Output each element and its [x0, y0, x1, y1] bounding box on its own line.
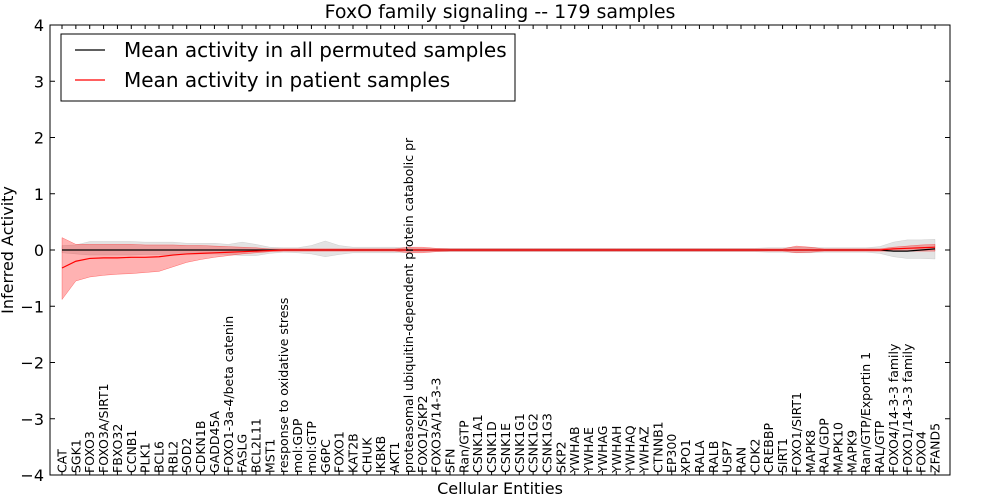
category-label: CAT	[55, 449, 70, 473]
category-label: CDK2	[747, 438, 762, 473]
category-label: response to oxidative stress	[276, 298, 291, 473]
category-label: FOXO1	[332, 431, 347, 473]
category-label: YWHAZ	[637, 426, 652, 474]
category-label: Ran/GTP/Exportin 1	[858, 352, 873, 473]
chart-title: FoxO family signaling -- 179 samples	[325, 1, 676, 23]
series-line-patient	[61, 246, 936, 269]
category-label: mol:GTP	[304, 421, 319, 473]
category-label: FOXO4/14-3-3 family	[886, 343, 901, 473]
category-label: CTNNB1	[650, 421, 665, 473]
category-label: proteasomal ubiquitin-dependent protein …	[401, 137, 416, 473]
y-tick-label: 2	[34, 129, 44, 148]
y-tick-label: −3	[20, 410, 44, 429]
category-label: CSNK1E	[498, 423, 513, 473]
category-label: PLK1	[138, 442, 153, 473]
category-label: RAL/GTP	[872, 420, 887, 473]
category-label: SOD2	[179, 438, 194, 473]
category-label: XPO1	[678, 439, 693, 473]
category-label: mol:GDP	[290, 418, 305, 473]
category-label: CSNK1G3	[540, 413, 555, 473]
category-label: EP300	[664, 434, 679, 473]
category-label: FOXO4	[914, 431, 929, 473]
category-label: Ran/GTP	[456, 420, 471, 473]
category-label: YWHAQ	[623, 425, 638, 474]
y-tick-label: −4	[20, 466, 44, 485]
category-label: YWHAB	[567, 426, 582, 474]
category-label: CDKN1B	[193, 421, 208, 473]
y-tick-label: 3	[34, 72, 44, 91]
category-label: MST1	[262, 439, 277, 473]
category-label: IKBKB	[373, 436, 388, 473]
category-label: YWHAH	[609, 426, 624, 474]
y-tick-label: 0	[34, 241, 44, 260]
category-label: CSNK1A1	[470, 414, 485, 473]
y-tick-label: 4	[34, 16, 44, 35]
legend-label-permuted: Mean activity in all permuted samples	[124, 38, 507, 62]
category-label: RALA	[692, 440, 707, 473]
category-label: KAT2B	[346, 433, 361, 473]
category-labels: CATSGK1FOXO3FOXO3A/SIRT1FBXO32CCNB1PLK1B…	[55, 137, 943, 474]
category-label: MAPK10	[831, 422, 846, 473]
category-label: YWHAE	[581, 427, 596, 474]
category-label: FOXO1-3a-4/beta catenin	[221, 316, 236, 473]
category-label: SFN	[443, 449, 458, 473]
category-label: RBL2	[165, 441, 180, 473]
band-permuted	[61, 239, 936, 260]
category-label: FOXO3A/14-3-3	[429, 378, 444, 473]
y-tick-label: −1	[20, 297, 44, 316]
y-axis: −4 −3 −2 −1 0 1 2 3 4	[20, 16, 950, 485]
y-axis-title: Inferred Activity	[0, 186, 17, 314]
category-label: G6PC	[318, 439, 333, 473]
category-label: BCL6	[152, 441, 167, 473]
category-label: BCL2L11	[249, 418, 264, 473]
legend-box	[60, 33, 516, 102]
category-label: CCNB1	[124, 430, 139, 473]
category-label: MAPK9	[844, 430, 859, 473]
category-label: MAPK8	[803, 430, 818, 473]
x-axis	[61, 25, 936, 475]
category-label: CSNK1G2	[526, 413, 541, 473]
category-label: FOXO3A/SIRT1	[96, 383, 111, 473]
series-lines	[61, 246, 936, 269]
category-label: FOXO1/SIRT1	[789, 392, 804, 473]
x-axis-title: Cellular Entities	[437, 479, 563, 498]
y-tick-label: −2	[20, 354, 44, 373]
category-label: SKP2	[553, 441, 568, 473]
category-label: FOXO1/SKP2	[415, 395, 430, 473]
category-label: USP7	[720, 440, 735, 473]
category-label: AKT1	[387, 442, 402, 473]
category-label: ZFAND5	[928, 423, 943, 473]
category-label: FOXO3	[82, 431, 97, 473]
category-label: FBXO32	[110, 424, 125, 473]
category-label: FASLG	[235, 434, 250, 473]
category-label: RAN	[734, 447, 749, 473]
category-label: CHUK	[359, 437, 374, 473]
category-label: CSNK1G1	[512, 413, 527, 473]
category-label: SGK1	[68, 439, 83, 473]
category-label: RALB	[706, 441, 721, 473]
category-label: RAL/GDP	[817, 418, 832, 473]
category-label: GADD45A	[207, 411, 222, 473]
category-label: YWHAG	[595, 426, 610, 474]
legend: Mean activity in all permuted samples Me…	[60, 33, 516, 102]
legend-label-patient: Mean activity in patient samples	[124, 68, 450, 92]
category-label: FOXO1/14-3-3 family	[900, 343, 915, 473]
category-label: CSNK1D	[484, 421, 499, 473]
category-label: CREBBP	[761, 423, 776, 473]
y-tick-label: 1	[34, 185, 44, 204]
category-label: SIRT1	[775, 438, 790, 473]
